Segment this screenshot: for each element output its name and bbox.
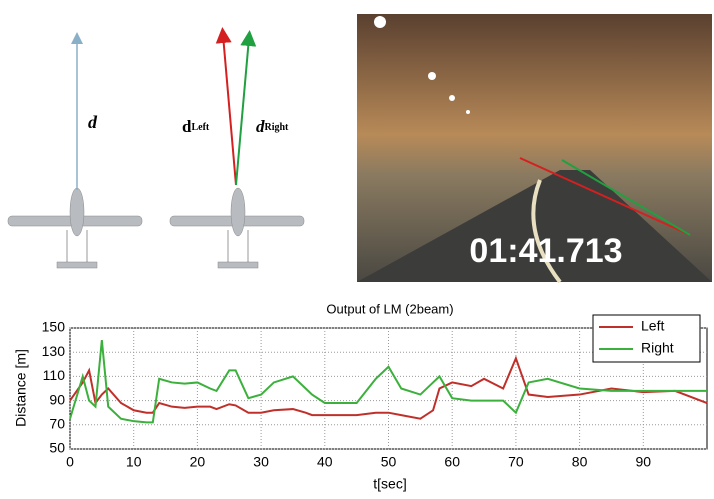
plot: 50 70 90 110 130 150 0 10 20 30 40 50 60 70 80 90 Left Ri… [42,314,708,470]
x-tick-label: 0 [66,454,74,470]
y-tick-label: 50 [49,440,65,456]
x-tick-label: 70 [508,454,524,470]
x-tick-label: 30 [253,454,269,470]
chart-title: Output of LM (2beam) [326,301,453,316]
y-tick-label: 110 [43,367,66,383]
aircraft-left [7,187,143,269]
y-axis-label: Distance [m] [13,349,29,427]
sub: Left [191,122,209,133]
x-tick-label: 50 [381,454,397,470]
aircraft-right [169,187,305,269]
y-tick-label: 150 [42,319,66,335]
label-dright: dRight [256,117,289,136]
y-tick-label: 70 [49,416,65,432]
arrow [215,27,237,186]
sub: Right [265,122,290,133]
x-tick-label: 20 [190,454,206,470]
label-d: d [88,112,98,132]
legend-box [592,314,701,363]
timestamp: 01:41.713 [469,232,622,270]
arrow [235,30,257,186]
x-tick-label: 60 [444,454,460,470]
legend-label: Right [641,340,674,356]
x-tick-label: 80 [572,454,588,470]
letter: d [256,117,265,136]
series-line [69,355,708,420]
y-tick-label: 90 [49,391,65,407]
x-tick-label: 90 [636,454,652,470]
x-tick-label: 40 [317,454,333,470]
tunnel-photo: 01:41.713 [357,14,712,284]
x-tick-label: 10 [126,454,142,470]
x-axis-label: t[sec] [373,476,406,492]
y-tick-label: 130 [42,343,66,359]
letter: d [182,117,192,136]
label-dleft: dLeft [182,117,210,136]
series-line [69,340,707,424]
legend-label: Left [641,318,664,334]
